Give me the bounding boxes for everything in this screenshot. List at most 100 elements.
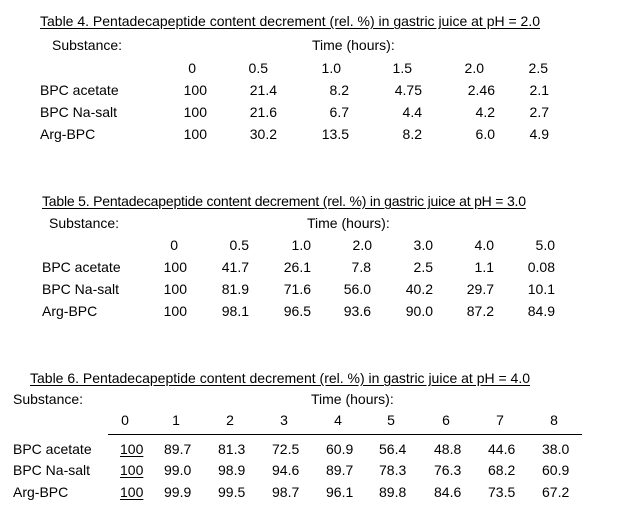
table-cell: 89.7: [164, 441, 192, 457]
table-cell: 93.6: [343, 303, 371, 319]
table-cell: 89.7: [326, 462, 354, 478]
table-cell: 60.9: [326, 441, 354, 457]
row-label: Arg-BPC: [42, 303, 98, 319]
row-label: Arg-BPC: [40, 126, 96, 142]
table-cell: 100: [163, 281, 187, 297]
table-5-time: 0.5: [229, 237, 249, 253]
table-6-time: 4: [334, 412, 342, 428]
table-cell: 72.5: [272, 441, 300, 457]
table-4-time: 2.5: [528, 60, 548, 76]
table-cell: 94.6: [272, 462, 300, 478]
table-cell: 84.6: [434, 484, 462, 500]
table-cell: 48.8: [434, 441, 462, 457]
table-cell: 1.1: [474, 259, 494, 275]
table-cell: 2.5: [413, 259, 433, 275]
table-cell: 38.0: [542, 441, 570, 457]
table-4-title: Table 4. Pentadecapeptide content decrem…: [40, 13, 541, 29]
table-cell: 87.2: [466, 303, 494, 319]
table-6-time: 7: [496, 412, 504, 428]
table-6-time: 6: [442, 412, 450, 428]
table-cell: 90.0: [405, 303, 433, 319]
table-cell: 100: [163, 259, 187, 275]
table-5-time: 0: [170, 237, 178, 253]
table-cell: 56.4: [379, 441, 407, 457]
row-label: BPC acetate: [40, 82, 119, 98]
row-label: BPC Na-salt: [40, 104, 118, 120]
table-cell: 100: [120, 484, 144, 500]
table-5-title: Table 5. Pentadecapeptide content decrem…: [42, 193, 526, 209]
table-cell: 99.5: [218, 484, 246, 500]
table-cell: 68.2: [488, 462, 516, 478]
row-label: BPC Na-salt: [13, 462, 91, 478]
table-cell: 2.7: [529, 104, 549, 120]
table-cell: 100: [120, 462, 144, 478]
table-6-substance-header: Substance:: [13, 391, 84, 407]
table-cell: 13.5: [321, 126, 349, 142]
table-cell: 40.2: [405, 281, 433, 297]
table-cell: 0.08: [527, 259, 555, 275]
table-4-time: 1.5: [392, 60, 412, 76]
table-cell: 67.2: [542, 484, 570, 500]
row-label: BPC acetate: [13, 441, 92, 457]
table-4-time: 0: [188, 60, 196, 76]
table-cell: 60.9: [542, 462, 570, 478]
table-6-time: 0: [121, 412, 129, 428]
table-4-time: 2.0: [464, 60, 484, 76]
table-cell: 10.1: [527, 281, 555, 297]
table-5-substance-header: Substance:: [49, 215, 120, 231]
table-cell: 8.2: [402, 126, 422, 142]
table-5-time: 4.0: [474, 237, 494, 253]
table-6-time: 5: [387, 412, 395, 428]
table-5-time-header: Time (hours):: [307, 215, 390, 231]
table-cell: 71.6: [283, 281, 311, 297]
table-5-time: 1.0: [291, 237, 311, 253]
table-4-time: 1.0: [321, 60, 341, 76]
table-cell: 2.1: [529, 82, 549, 98]
table-4-time-header: Time (hours):: [312, 37, 395, 53]
table-cell: 98.7: [272, 484, 300, 500]
table-cell: 6.7: [329, 104, 349, 120]
table-cell: 99.9: [164, 484, 192, 500]
table-cell: 100: [183, 82, 207, 98]
table-6-time-header: Time (hours):: [311, 391, 394, 407]
table-cell: 96.1: [326, 484, 354, 500]
table-cell: 100: [120, 441, 144, 457]
table-5-time: 3.0: [413, 237, 433, 253]
table-5-time: 5.0: [535, 237, 555, 253]
table-cell: 99.0: [164, 462, 192, 478]
table-6-title: Table 6. Pentadecapeptide content decrem…: [30, 370, 531, 386]
table-cell: 100: [183, 126, 207, 142]
table-cell: 8.2: [329, 82, 349, 98]
table-cell: 81.3: [218, 441, 246, 457]
table-cell: 84.9: [527, 303, 555, 319]
table-cell: 2.46: [467, 82, 495, 98]
table-cell: 26.1: [283, 259, 311, 275]
table-cell: 76.3: [434, 462, 462, 478]
table-6-time: 1: [172, 412, 180, 428]
table-cell: 21.6: [249, 104, 277, 120]
table-cell: 4.2: [475, 104, 495, 120]
table-cell: 44.6: [488, 441, 516, 457]
table-cell: 41.7: [221, 259, 249, 275]
row-label: BPC acetate: [42, 259, 121, 275]
table-4-time: 0.5: [248, 60, 268, 76]
table-6-header-rule: [108, 434, 582, 435]
table-cell: 98.9: [218, 462, 246, 478]
table-cell: 73.5: [488, 484, 516, 500]
table-cell: 4.75: [394, 82, 422, 98]
table-6-time: 3: [280, 412, 288, 428]
table-cell: 4.9: [529, 126, 549, 142]
table-cell: 96.5: [283, 303, 311, 319]
table-4-substance-header: Substance:: [52, 37, 123, 53]
table-6-time: 8: [550, 412, 558, 428]
row-label: Arg-BPC: [13, 484, 69, 500]
table-cell: 100: [183, 104, 207, 120]
table-6-time: 2: [226, 412, 234, 428]
table-5-time: 2.0: [352, 237, 372, 253]
table-cell: 100: [163, 303, 187, 319]
table-cell: 30.2: [249, 126, 277, 142]
table-cell: 7.8: [351, 259, 371, 275]
table-cell: 4.4: [402, 104, 422, 120]
table-cell: 29.7: [466, 281, 494, 297]
table-cell: 78.3: [379, 462, 407, 478]
